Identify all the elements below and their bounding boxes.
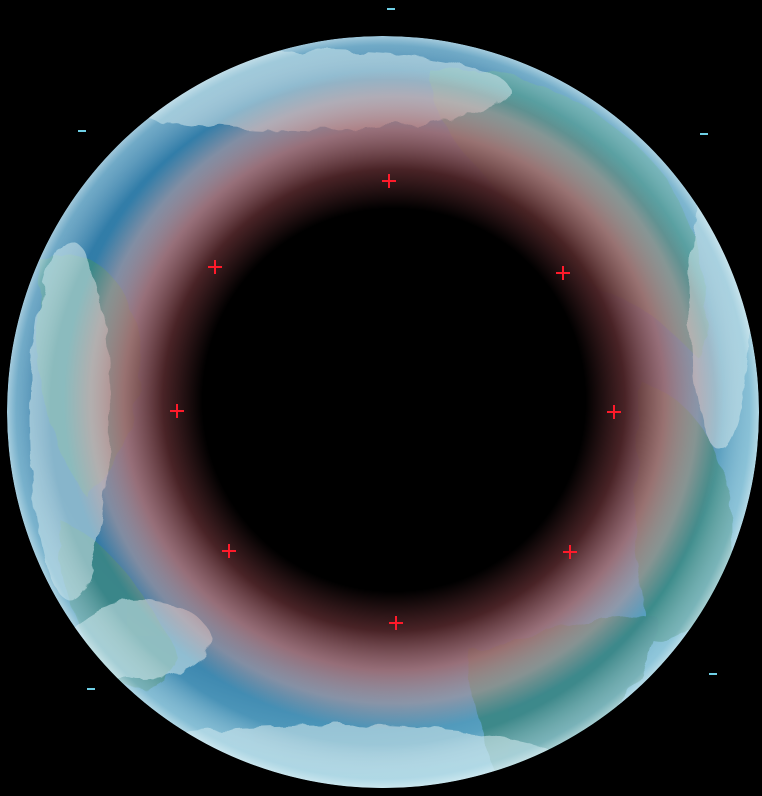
red-crosshair-icon bbox=[170, 404, 184, 418]
red-crosshair-icon bbox=[208, 260, 222, 274]
red-crosshair-icon bbox=[607, 405, 621, 419]
red-crosshair-icon bbox=[389, 616, 403, 630]
red-crosshair-icon bbox=[382, 174, 396, 188]
red-crosshair-icon bbox=[556, 266, 570, 280]
atmosphere-limb bbox=[7, 36, 759, 788]
red-crosshair-icon bbox=[222, 544, 236, 558]
edge-tick-layer bbox=[78, 8, 717, 690]
red-crosshair-icon bbox=[563, 545, 577, 559]
marker-layer bbox=[170, 174, 621, 630]
earth-globe bbox=[7, 36, 759, 788]
